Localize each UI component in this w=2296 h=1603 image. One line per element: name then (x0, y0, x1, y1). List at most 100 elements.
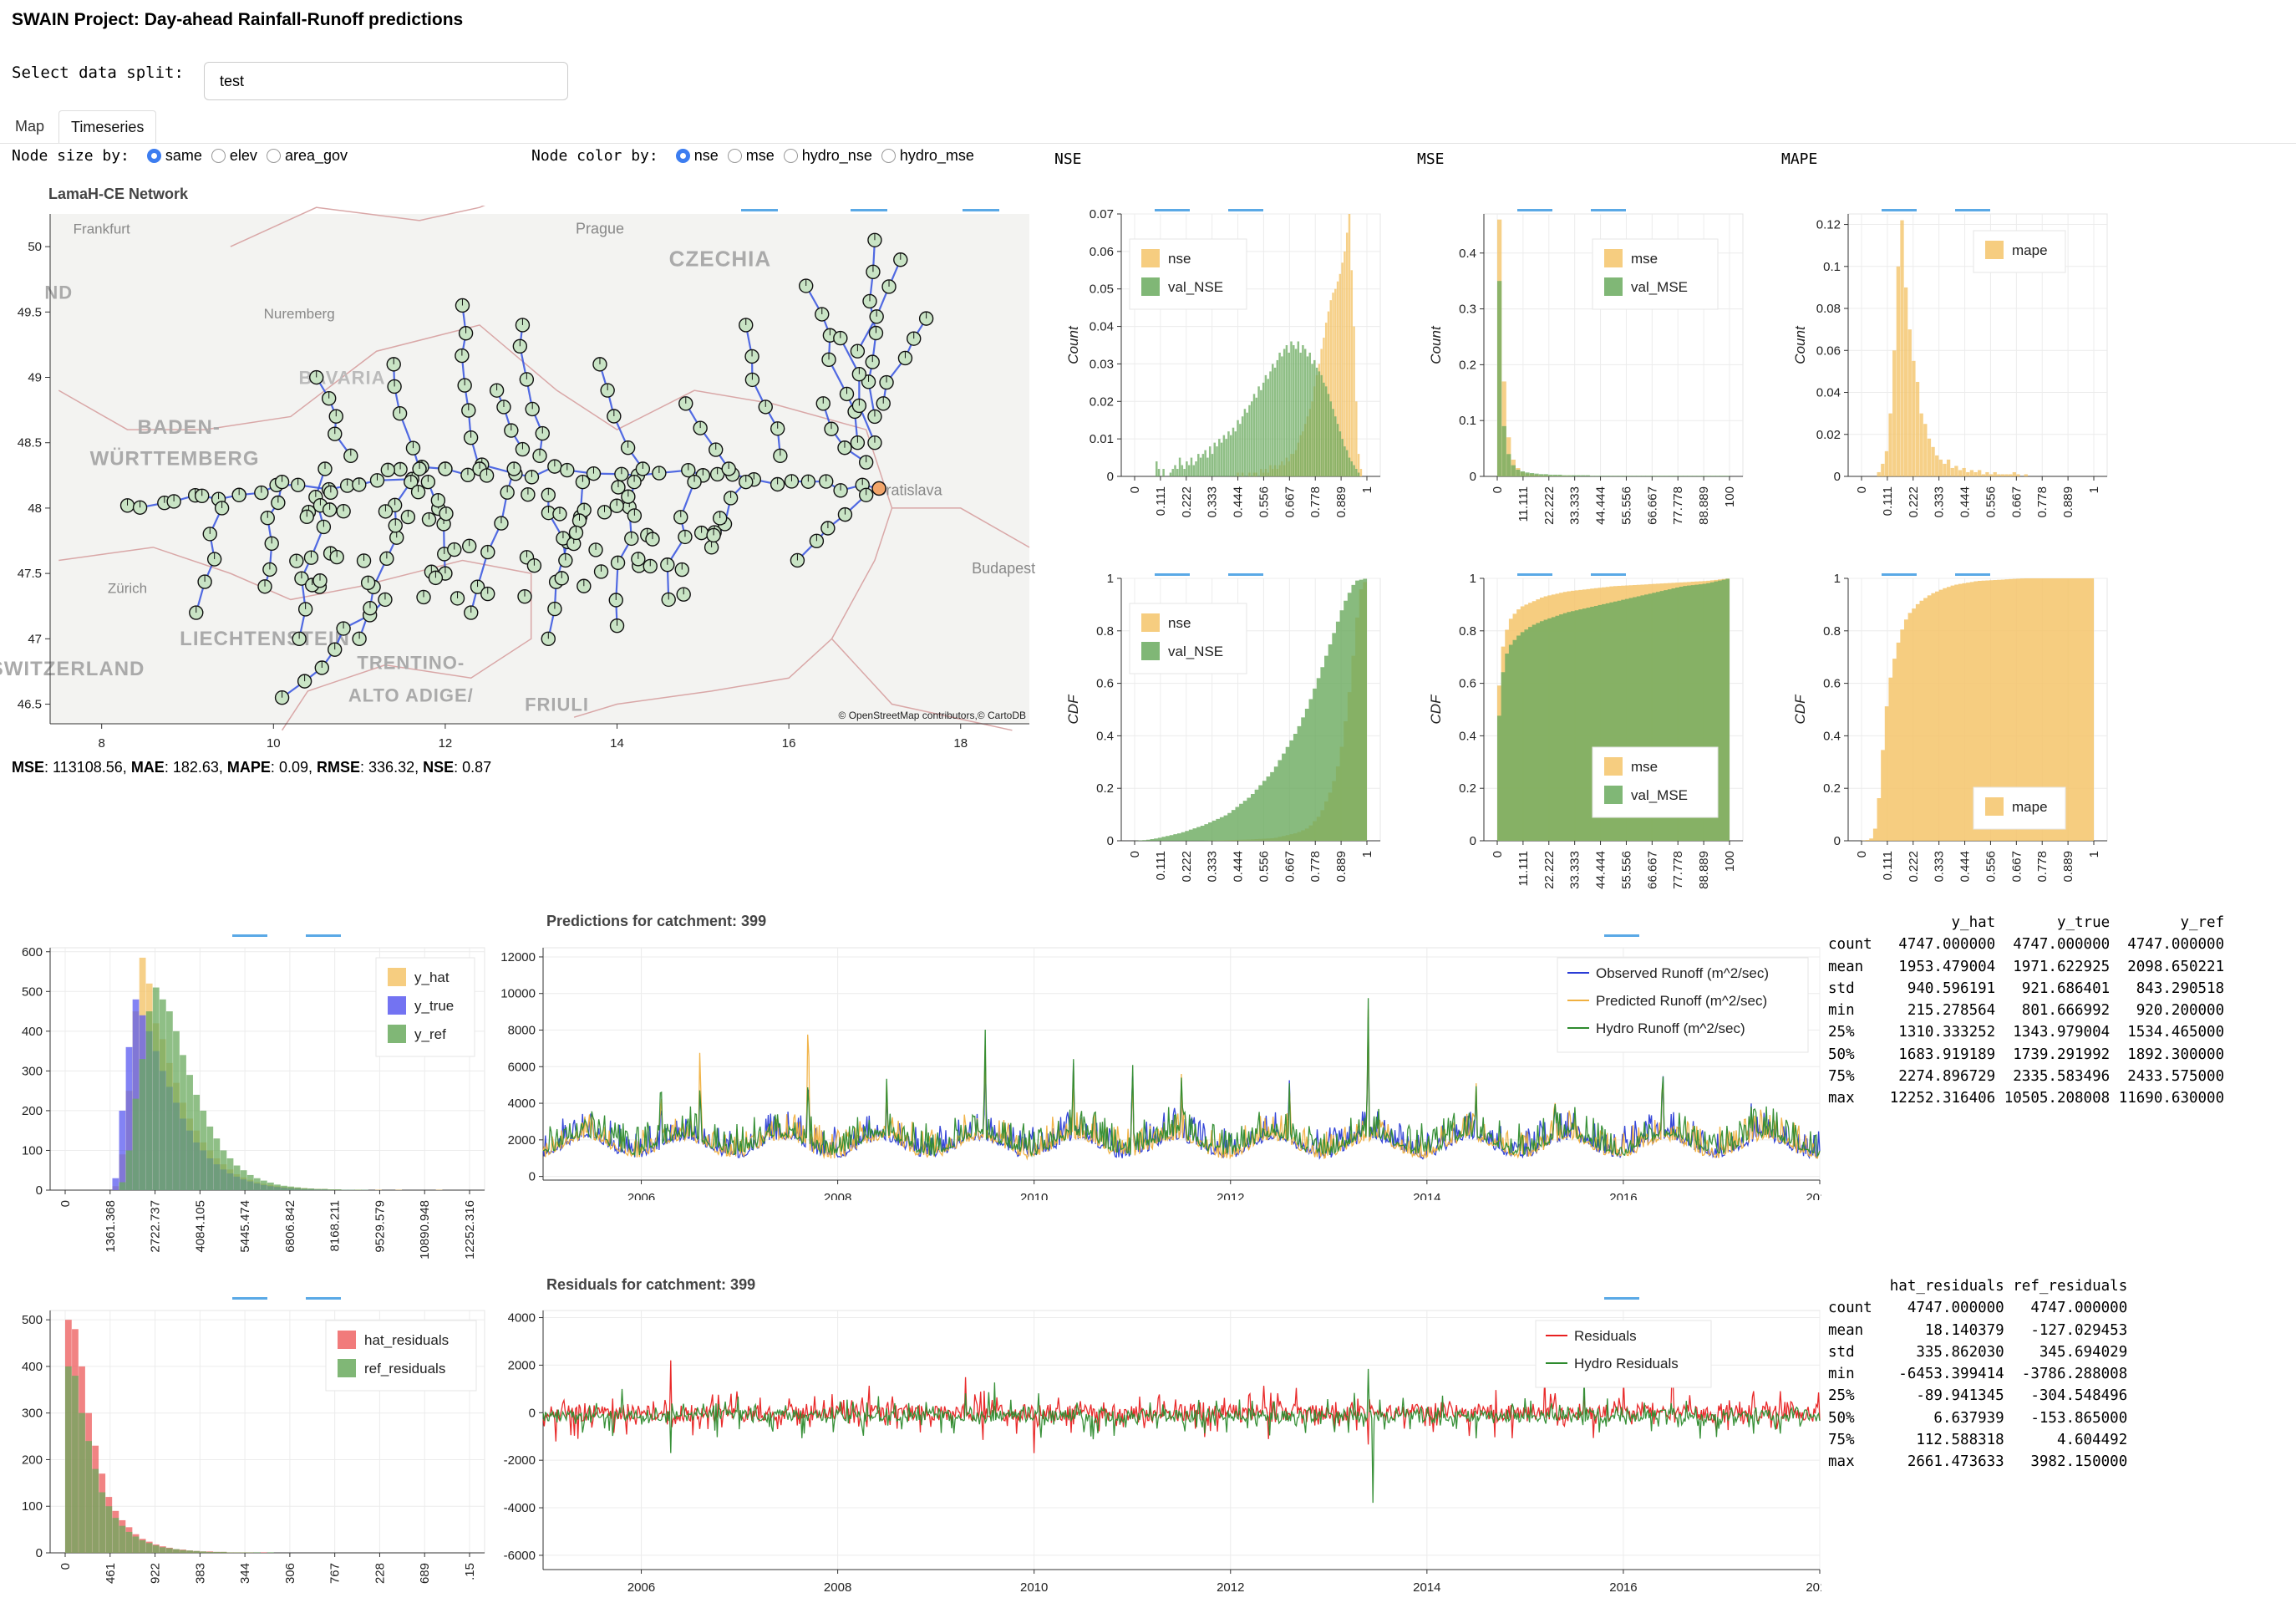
residuals-chart[interactable]: -6000 -4000 -2000 0 2000 4000 2006 2008 2010 2012… (501, 1295, 1821, 1603)
border-line (831, 638, 1013, 731)
mse-cdf[interactable]: 0 0.2 0.4 0.6 0.8 1 0 11.111 22.222 33.333 44.444 5… (1417, 572, 1768, 914)
legend[interactable]: mse val_MSE (1592, 746, 1719, 818)
toolbar-icon[interactable] (963, 209, 999, 211)
histogram-bar (1950, 467, 1954, 476)
toolbar-icon[interactable] (1591, 573, 1626, 576)
toolbar-icon[interactable] (1604, 1297, 1639, 1300)
plot-toolbar[interactable] (1882, 573, 1990, 576)
radio-icon[interactable] (881, 149, 896, 163)
toolbar-icon[interactable] (1604, 934, 1639, 937)
histogram-bar (1497, 281, 1502, 476)
node-size-option-elev[interactable]: elev (211, 147, 257, 165)
y-tick-label: 0.07 (1090, 207, 1114, 221)
radio-icon[interactable] (211, 149, 226, 163)
mape-histogram[interactable]: 0 0.02 0.04 0.06 0.08 0.1 0.12 0 0.111 0.222 0.333… (1781, 207, 2132, 550)
map-place-label: BADEN- (138, 416, 221, 439)
toolbar-icon[interactable] (1155, 573, 1190, 576)
data-split-select[interactable] (204, 62, 568, 100)
toolbar-icon[interactable] (306, 934, 341, 937)
legend[interactable]: nse val_NSE (1129, 238, 1247, 310)
radio-icon[interactable] (146, 149, 161, 163)
plot-toolbar[interactable] (1517, 209, 1626, 211)
map-node-outlet[interactable] (871, 481, 886, 496)
plot-toolbar[interactable] (1882, 209, 1990, 211)
map-toolbar[interactable] (741, 209, 999, 211)
toolbar-icon[interactable] (1882, 573, 1917, 576)
toolbar-icon[interactable] (1591, 209, 1626, 211)
node-color-option-hydro-mse[interactable]: hydro_mse (881, 147, 974, 165)
mape-cdf[interactable]: 0 0.2 0.4 0.6 0.8 1 0 0.111 0.222 0.333 0.444 0.556… (1781, 572, 2132, 914)
nse-cdf[interactable]: 0 0.2 0.4 0.6 0.8 1 0 0.111 0.222 0.333 0.444 0.556… (1054, 572, 1405, 914)
legend[interactable]: Observed Runoff (m^2/sec) Predicted Runof… (1557, 957, 1809, 1053)
toolbar-icon[interactable] (1155, 209, 1190, 211)
map-nodes[interactable] (119, 232, 934, 705)
radio-icon[interactable] (783, 149, 798, 163)
plot-toolbar[interactable] (232, 1297, 341, 1300)
legend[interactable]: y_hat y_true y_ref (375, 957, 475, 1057)
toolbar-icon[interactable] (1228, 573, 1263, 576)
toolbar-icon[interactable] (1882, 209, 1917, 211)
node-color-option-hydro-nse[interactable]: hydro_nse (783, 147, 872, 165)
legend[interactable]: Residuals Hydro Residuals (1535, 1320, 1712, 1388)
map-place-label: SWITZERLAND (0, 658, 145, 680)
mse-histogram[interactable]: 0 0.1 0.2 0.3 0.4 0 11.111 22.222 33.333 44.444 55… (1417, 207, 1768, 550)
plot-toolbar[interactable] (1155, 209, 1263, 211)
y-tick-label: 0.2 (1823, 781, 1841, 796)
x-tick-label: 0.889 (1334, 486, 1349, 518)
plot-toolbar[interactable] (232, 934, 341, 937)
plot-toolbar[interactable] (1604, 934, 1639, 937)
histogram-bar (334, 1189, 342, 1190)
histogram-bar (1334, 288, 1337, 476)
toolbar-icon[interactable] (1517, 209, 1552, 211)
histogram-bar (173, 1549, 180, 1553)
x-tick-label: 0.667 (1283, 851, 1297, 883)
toolbar-icon[interactable] (1955, 209, 1990, 211)
legend-swatch (388, 968, 406, 986)
tab-map[interactable]: Map (15, 118, 45, 135)
toolbar-icon[interactable] (741, 209, 778, 211)
plot-toolbar[interactable] (1155, 573, 1263, 576)
toolbar-icon[interactable] (1228, 209, 1263, 211)
legend-swatch (338, 1359, 356, 1377)
legend[interactable]: nse val_NSE (1129, 603, 1247, 674)
y-tick-label: 0 (1834, 834, 1841, 848)
x-tick-label: 66.667 (1645, 486, 1659, 525)
histogram-bar (145, 1543, 153, 1553)
histogram-bar (173, 1030, 180, 1190)
toolbar-icon[interactable] (232, 934, 267, 937)
legend[interactable]: mape (1973, 786, 2066, 830)
toolbar-icon[interactable] (306, 1297, 341, 1300)
toolbar-icon[interactable] (851, 209, 887, 211)
histogram-bar (200, 1110, 207, 1190)
radio-icon[interactable] (675, 149, 690, 163)
legend[interactable]: mse val_MSE (1592, 238, 1719, 310)
plot-toolbar[interactable] (1604, 1297, 1639, 1300)
runoff-histogram[interactable]: 0 100 200 300 400 500 600 0 1361.368 2722.737 4084… (0, 933, 491, 1267)
node-size-option-area-gov[interactable]: area_gov (266, 147, 348, 165)
legend[interactable]: hat_residuals ref_residuals (325, 1320, 477, 1392)
toolbar-icon[interactable] (232, 1297, 267, 1300)
node-color-option-mse[interactable]: mse (727, 147, 775, 165)
y-axis-label: CDF (1792, 694, 1808, 725)
x-tick-label: 10890.948 (418, 1200, 432, 1260)
x-tick-label: 2010 (1020, 1191, 1048, 1200)
y-tick-label: 46.5 (18, 698, 42, 712)
legend[interactable]: mape (1973, 230, 2066, 273)
network-map[interactable]: Frankfurt PragueCZECHIANurembergBAVARIABA… (0, 206, 1036, 757)
node-color-option-nse[interactable]: nse (675, 147, 719, 165)
map-attribution[interactable]: © OpenStreetMap contributors,© CartoDB (839, 710, 1026, 721)
metric-label: MAE (130, 759, 165, 776)
predictions-chart[interactable]: 0 2000 4000 6000 8000 10000 12000 2006 2008 2010 2… (501, 933, 1821, 1200)
node-size-option-same[interactable]: same (146, 147, 202, 165)
toolbar-icon[interactable] (1517, 573, 1552, 576)
residuals-histogram[interactable]: 0 100 200 300 400 500 0 461 922 383 344 306 767 228 68… (0, 1295, 491, 1603)
nse-histogram[interactable]: 0 0.01 0.02 0.03 0.04 0.05 0.06 0.07 0 0.111 0.222… (1054, 207, 1405, 550)
stats-cell: -304.548496 (2004, 1387, 2128, 1405)
plot-toolbar[interactable] (1517, 573, 1626, 576)
radio-icon[interactable] (266, 149, 281, 163)
toolbar-icon[interactable] (1955, 573, 1990, 576)
x-tick-label: 0 (1491, 851, 1505, 857)
radio-icon[interactable] (727, 149, 742, 163)
stats-row-label: mean (1828, 958, 1882, 975)
tab-timeseries[interactable]: Timeseries (58, 110, 157, 144)
